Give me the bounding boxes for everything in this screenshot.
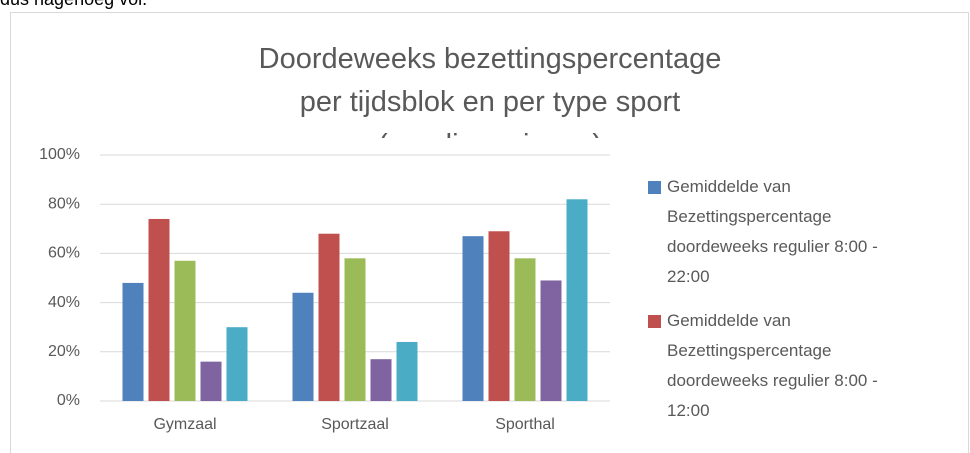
bar: [396, 341, 418, 401]
x-tick-label: Gymzaal: [153, 416, 216, 433]
chart-frame: [10, 12, 969, 453]
y-tick-label: 60%: [48, 245, 80, 262]
legend-item: Gemiddelde van Bezettingspercentage door…: [648, 306, 918, 426]
bar: [318, 233, 340, 401]
bar: [540, 280, 562, 401]
legend-label: Gemiddelde van Bezettingspercentage door…: [667, 311, 878, 420]
chart-title-box: Doordeweeks bezettingspercentage per tij…: [258, 43, 722, 138]
bar: [514, 258, 536, 401]
bar: [174, 260, 196, 401]
bar: [148, 218, 170, 401]
bar: [344, 258, 366, 401]
legend-label: Gemiddelde van Bezettingspercentage door…: [667, 177, 878, 286]
chart-title: Doordeweeks bezettingspercentage per tij…: [258, 43, 722, 138]
x-tick-label: Sporthal: [495, 416, 555, 433]
y-tick-label: 100%: [39, 146, 80, 163]
bar: [566, 199, 588, 401]
page-note: dus nagenoeg vol.: [0, 0, 147, 10]
bar: [292, 292, 314, 401]
bar: [462, 236, 484, 401]
y-tick-label: 0%: [57, 392, 80, 409]
chart-title-group: Doordeweeks bezettingspercentage per tij…: [258, 43, 722, 138]
legend-swatch: [648, 181, 661, 194]
legend-item: Gemiddelde van Bezettingspercentage door…: [648, 172, 918, 292]
bar: [122, 282, 144, 401]
x-tick-label: Sportzaal: [321, 416, 389, 433]
bar: [200, 361, 222, 401]
y-tick-label: 40%: [48, 294, 80, 311]
legend: Gemiddelde van Bezettingspercentage door…: [648, 172, 918, 440]
y-tick-label: 20%: [48, 343, 80, 360]
bar: [226, 327, 248, 401]
bar: [488, 231, 510, 401]
bar: [370, 359, 392, 401]
legend-swatch: [648, 315, 661, 328]
y-tick-label: 80%: [48, 195, 80, 212]
